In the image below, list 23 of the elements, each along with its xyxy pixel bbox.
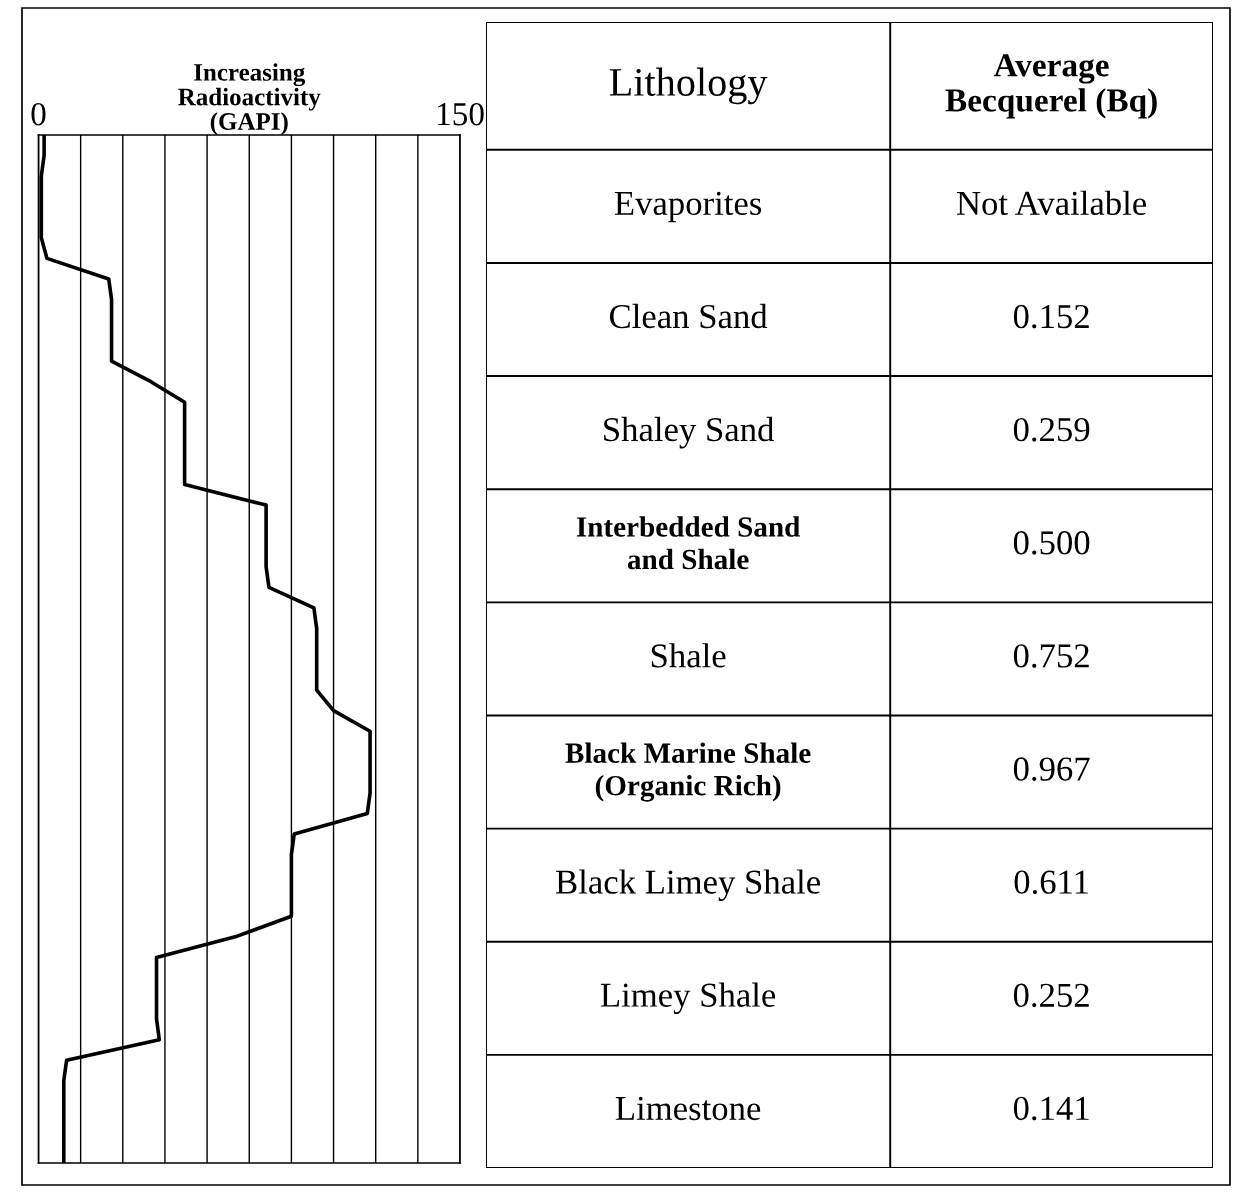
category-label: Interbedded Sand and Shale — [576, 516, 801, 570]
text: 0.152 — [1013, 304, 1089, 329]
category-label: Evaporites — [614, 191, 762, 223]
category-label: Limey Shale — [600, 982, 776, 1015]
text: Average Becquerel (Bq) — [945, 54, 1157, 119]
category-label: Limestone — [615, 1096, 761, 1121]
category-label: Clean Sand — [609, 303, 768, 329]
category-label: Shaley Sand — [604, 416, 774, 449]
x-axis-title: Increasing Radioactivity (GAPI) — [178, 63, 321, 135]
x-tick-label: 150 — [437, 102, 484, 126]
text: 0.141 — [1013, 1096, 1089, 1121]
text: 0.967 — [1013, 757, 1090, 781]
category-label: Black Limey Shale — [556, 869, 820, 901]
x-tick-label: 0 — [31, 102, 46, 126]
text: Not Available — [956, 190, 1147, 216]
text: 0.500 — [1013, 531, 1090, 555]
text: 0.752 — [1013, 644, 1089, 668]
text: 0.252 — [1013, 983, 1089, 1008]
category-label: Shale — [651, 643, 726, 668]
text: 0.259 — [1013, 417, 1090, 442]
text: 0.611 — [1014, 870, 1088, 895]
category-label: Black Marine Shale (Organic Rich) — [565, 742, 811, 802]
text: Lithology — [609, 67, 768, 105]
